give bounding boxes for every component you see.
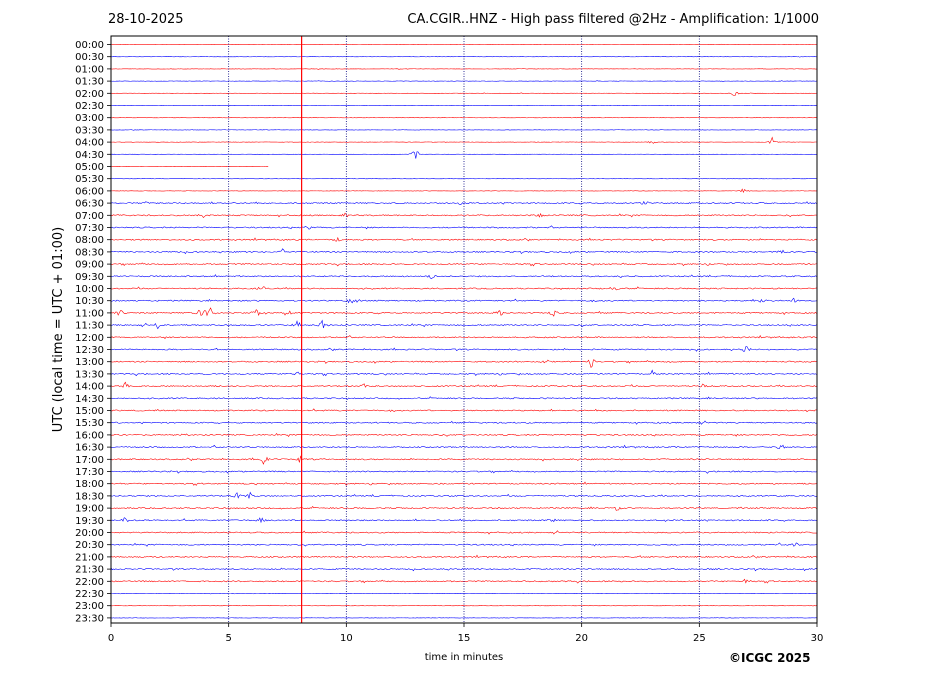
y-tick-label: 10:00 <box>75 284 104 295</box>
y-tick-label: 12:30 <box>75 345 104 356</box>
y-tick-label: 04:30 <box>75 150 104 161</box>
y-tick-label: 05:00 <box>75 162 104 173</box>
y-tick-label: 01:00 <box>75 64 104 75</box>
y-tick-label: 09:30 <box>75 272 104 283</box>
y-tick-label: 00:00 <box>75 40 104 51</box>
trace-row-1100 <box>110 307 817 317</box>
trace-row-1930 <box>110 517 817 524</box>
trace-row-0800 <box>110 236 817 242</box>
y-tick-label: 14:30 <box>75 394 104 405</box>
y-tick-label: 01:30 <box>75 77 104 88</box>
y-tick-label: 02:00 <box>75 89 104 100</box>
y-tick-label: 14:00 <box>75 382 104 393</box>
y-tick-label: 20:00 <box>75 528 104 539</box>
trace-row-0730 <box>110 225 817 230</box>
y-tick-label: 19:00 <box>75 504 104 515</box>
y-tick-label: 16:30 <box>75 443 104 454</box>
trace-row-0700 <box>110 212 817 218</box>
y-tick-label: 23:00 <box>75 601 104 612</box>
y-axis-label: UTC (local time = UTC + 01:00) <box>51 227 66 432</box>
y-tick-label: 15:30 <box>75 418 104 429</box>
grid-layer <box>228 36 700 623</box>
y-tick-label: 21:30 <box>75 565 104 576</box>
x-axis: 0 5 10 15 20 25 30 <box>108 623 824 644</box>
y-tick-label: 08:00 <box>75 235 104 246</box>
trace-row-1830 <box>110 491 817 499</box>
y-tick-label: 16:00 <box>75 430 104 441</box>
trace-row-0300 <box>110 117 817 119</box>
trace-row-1530 <box>110 420 817 425</box>
y-tick-label: 21:00 <box>75 552 104 563</box>
trace-row-1130 <box>110 319 817 330</box>
y-tick-label: 00:30 <box>75 52 104 63</box>
y-tick-label: 23:30 <box>75 613 104 624</box>
x-axis-label: time in minutes <box>425 652 504 663</box>
y-tick-label: 19:30 <box>75 516 104 527</box>
trace-row-0200 <box>110 92 817 96</box>
y-tick-label: 17:30 <box>75 467 104 478</box>
trace-row-0600 <box>110 188 817 194</box>
x-tick-label: 15 <box>458 633 471 644</box>
y-tick-label: 05:30 <box>75 174 104 185</box>
trace-row-1700 <box>110 455 817 465</box>
y-tick-label: 13:00 <box>75 357 104 368</box>
x-tick-label: 10 <box>340 633 353 644</box>
y-tick-label: 15:00 <box>75 406 104 417</box>
y-tick-label: 22:30 <box>75 589 104 600</box>
y-tick-label: 04:00 <box>75 138 104 149</box>
y-tick-label: 20:30 <box>75 540 104 551</box>
y-tick-label: 11:30 <box>75 321 104 332</box>
trace-row-2030 <box>110 542 817 547</box>
x-tick-label: 25 <box>693 633 706 644</box>
copyright-text: ©ICGC 2025 <box>729 651 811 665</box>
date-label: 28-10-2025 <box>108 12 184 27</box>
y-tick-label: 08:30 <box>75 247 104 258</box>
y-tick-label: 17:00 <box>75 455 104 466</box>
trace-row-2300 <box>110 604 817 607</box>
y-tick-label: 18:30 <box>75 491 104 502</box>
x-tick-label: 30 <box>811 633 824 644</box>
trace-row-1900 <box>110 506 817 511</box>
y-tick-label: 02:30 <box>75 101 104 112</box>
y-tick-label: 18:00 <box>75 479 104 490</box>
y-tick-label: 06:30 <box>75 199 104 210</box>
x-tick-label: 0 <box>108 633 114 644</box>
y-tick-label: 09:00 <box>75 260 104 271</box>
x-tick-label: 20 <box>575 633 588 644</box>
trace-row-1500 <box>110 408 817 413</box>
y-tick-label: 06:00 <box>75 186 104 197</box>
trace-row-1600 <box>110 433 817 437</box>
trace-row-1200 <box>110 334 817 340</box>
chart-title: CA.CGIR..HNZ - High pass filtered @2Hz -… <box>407 12 819 27</box>
y-tick-label: 03:30 <box>75 125 104 136</box>
x-tick-label: 5 <box>225 633 231 644</box>
y-tick-label: 03:00 <box>75 113 104 124</box>
y-tick-label: 12:00 <box>75 333 104 344</box>
y-tick-label: 07:30 <box>75 223 104 234</box>
trace-row-0330 <box>110 129 817 131</box>
y-tick-label: 11:00 <box>75 308 104 319</box>
y-tick-label: 22:00 <box>75 577 104 588</box>
trace-row-2000 <box>110 530 817 535</box>
y-tick-label: 13:30 <box>75 369 104 380</box>
trace-row-0430 <box>110 151 817 159</box>
trace-row-0400 <box>110 136 817 144</box>
y-tick-label: 10:30 <box>75 296 104 307</box>
y-tick-label: 07:00 <box>75 211 104 222</box>
